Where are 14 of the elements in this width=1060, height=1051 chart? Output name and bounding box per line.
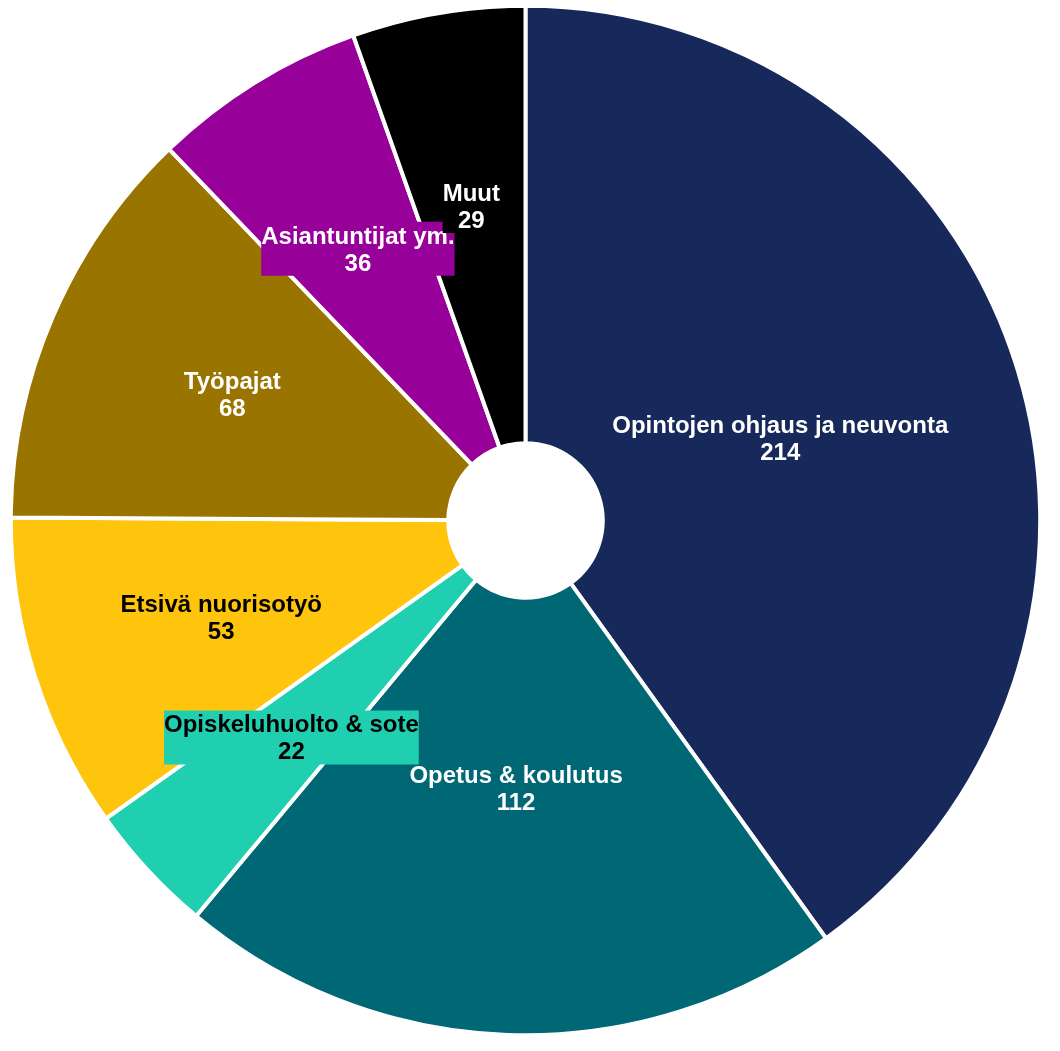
slice-label: Opintojen ohjaus ja neuvonta [612,411,949,439]
slice-label: Työpajat [183,367,281,395]
data-label: 214 [760,438,801,466]
data-label: 112 [496,788,536,816]
data-label: 53 [207,616,235,644]
data-label: 22 [278,737,305,765]
slice-label: Opetus & koulutus [409,761,623,789]
slice-label: Etsivä nuorisotyö [120,589,322,617]
data-label: 68 [218,394,246,422]
slice-label: Asiantuntijat ym. [261,221,455,249]
data-label: 36 [344,248,372,276]
data-label: 29 [457,205,485,233]
slice-label: Muut [442,178,500,206]
slice-label: Opiskeluhuolto & sote [164,710,419,738]
